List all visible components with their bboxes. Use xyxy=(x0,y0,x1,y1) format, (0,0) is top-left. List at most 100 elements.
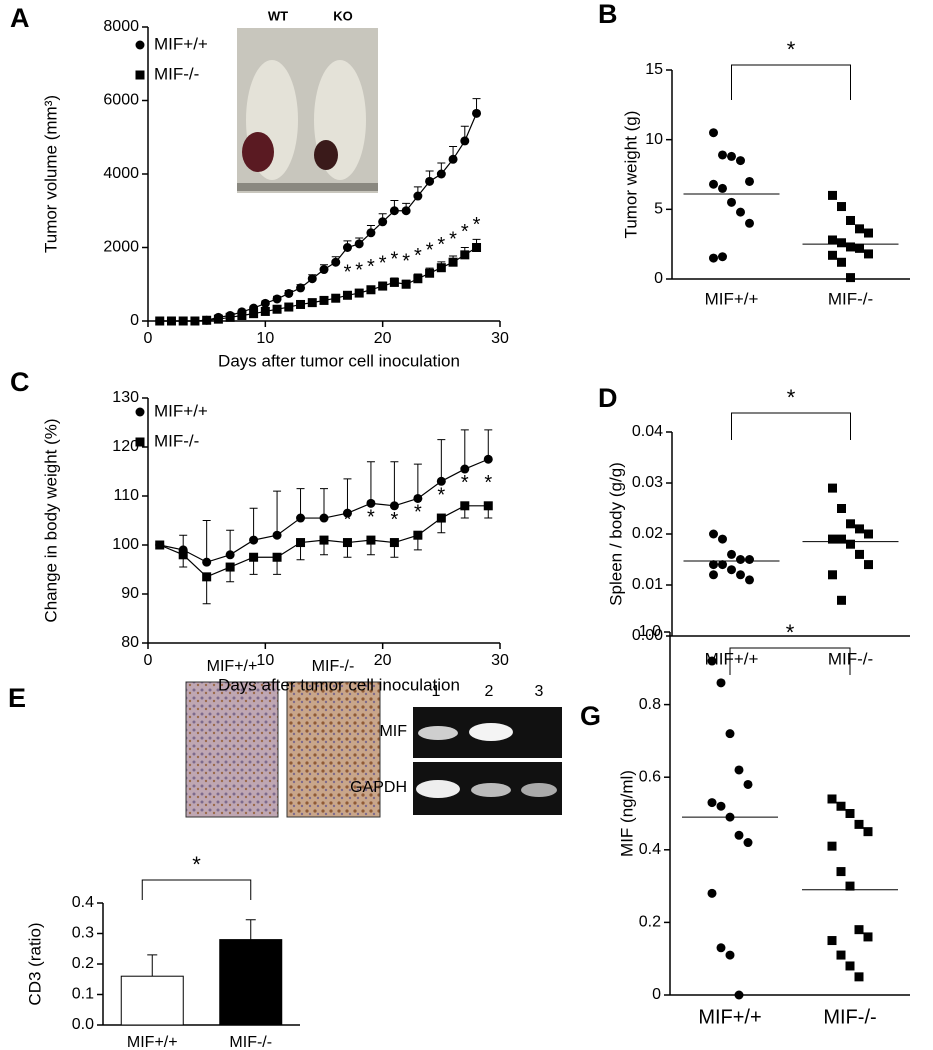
point xyxy=(249,552,259,562)
point xyxy=(389,206,399,216)
photo-label: KO xyxy=(333,8,353,23)
point xyxy=(225,550,235,560)
point xyxy=(413,274,423,284)
significance-label: * xyxy=(414,245,422,267)
point xyxy=(707,656,717,666)
point xyxy=(828,534,837,544)
point xyxy=(846,242,855,252)
point xyxy=(828,483,837,493)
y-tick-label: 0.8 xyxy=(639,696,661,713)
point xyxy=(709,570,718,580)
point xyxy=(389,538,399,548)
error-bar xyxy=(366,461,375,504)
point xyxy=(725,950,735,960)
y-tick-label: 1.0 xyxy=(639,623,661,640)
legend-label: MIF+/+ xyxy=(154,401,208,420)
point xyxy=(237,310,247,320)
point xyxy=(272,304,282,314)
point xyxy=(190,316,200,326)
point xyxy=(836,867,846,877)
point xyxy=(460,501,470,511)
significance-label: * xyxy=(414,501,422,523)
point xyxy=(745,575,754,585)
point xyxy=(845,881,855,891)
point xyxy=(260,298,270,308)
panel-label: D xyxy=(598,383,618,413)
x-tick-label: MIF+/+ xyxy=(127,1034,178,1050)
point xyxy=(413,493,423,503)
point xyxy=(718,183,727,193)
point xyxy=(296,513,306,523)
point xyxy=(401,206,411,216)
point xyxy=(135,70,145,80)
point xyxy=(727,197,736,207)
point xyxy=(354,288,364,298)
panel-label: G xyxy=(580,701,601,731)
point xyxy=(734,990,744,1000)
significance-label: * xyxy=(192,852,201,877)
y-axis-label: Tumor weight (g) xyxy=(621,111,640,239)
gel-band xyxy=(469,723,513,741)
point xyxy=(745,218,754,228)
x-tick-label: 0 xyxy=(144,652,153,669)
point xyxy=(331,293,341,303)
point xyxy=(135,437,145,447)
point xyxy=(736,207,745,217)
point xyxy=(864,529,873,539)
series-line xyxy=(159,246,477,322)
point xyxy=(854,819,864,829)
point xyxy=(745,176,754,186)
point xyxy=(354,239,364,249)
gel-band xyxy=(521,783,557,797)
significance-label: * xyxy=(484,472,492,494)
bar xyxy=(219,939,283,1026)
point xyxy=(483,501,493,511)
significance-label: * xyxy=(367,256,375,278)
point xyxy=(743,779,753,789)
y-tick-label: 0 xyxy=(130,312,139,329)
point xyxy=(202,572,212,582)
x-tick-label: 10 xyxy=(256,652,274,669)
point xyxy=(460,464,470,474)
point xyxy=(284,288,294,298)
x-tick-label: 0 xyxy=(144,330,153,347)
point xyxy=(718,150,727,160)
significance-label: * xyxy=(426,240,434,262)
point xyxy=(342,508,352,518)
gel-band xyxy=(416,780,460,798)
point xyxy=(436,476,446,486)
ihc-image xyxy=(286,681,381,818)
point xyxy=(718,560,727,570)
point xyxy=(331,257,341,267)
gel-band xyxy=(418,726,458,740)
point xyxy=(846,519,855,529)
point xyxy=(828,190,837,200)
y-axis-label: Change in body weight (%) xyxy=(41,418,60,622)
error-bar xyxy=(245,919,256,940)
point xyxy=(178,316,188,326)
y-tick-label: 5 xyxy=(654,201,663,218)
point xyxy=(828,235,837,245)
point xyxy=(155,316,165,326)
x-tick-label: MIF+/+ xyxy=(705,649,759,668)
significance-label: * xyxy=(787,37,796,62)
y-tick-label: 0.3 xyxy=(72,925,94,942)
significance-label: * xyxy=(461,221,469,243)
point xyxy=(460,250,470,260)
error-bar xyxy=(147,954,158,977)
point xyxy=(342,538,352,548)
point xyxy=(736,570,745,580)
point xyxy=(342,290,352,300)
significance-bracket xyxy=(731,64,851,100)
point xyxy=(855,524,864,534)
legend-label: MIF+/+ xyxy=(154,34,208,53)
point xyxy=(863,827,873,837)
error-bar xyxy=(437,439,446,482)
y-tick-label: 100 xyxy=(112,536,139,553)
x-tick-label: MIF-/- xyxy=(229,1034,272,1050)
point xyxy=(745,555,754,564)
point xyxy=(249,309,259,319)
point xyxy=(734,830,744,840)
point xyxy=(202,315,212,325)
point xyxy=(448,154,458,164)
